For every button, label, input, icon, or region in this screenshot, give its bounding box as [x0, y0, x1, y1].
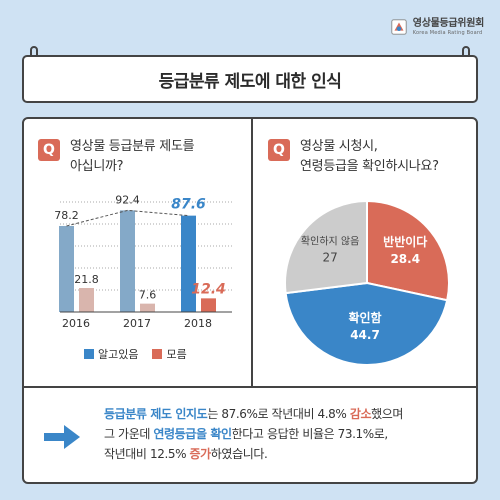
summary-highlight: 증가	[189, 447, 212, 461]
bar-known	[120, 210, 135, 312]
summary-text-part: 그 가운데	[104, 427, 154, 441]
pie-slice	[284, 199, 368, 295]
content-card: Q 영상물 등급분류 제도를 아십니까? Q 영상물 시청시, 연령등급을 확인…	[22, 117, 478, 484]
summary-text: 등급분류 제도 인지도는 87.6%로 작년대비 4.8% 감소했으며 그 가운…	[104, 404, 464, 464]
question-1: 영상물 등급분류 제도를 아십니까?	[70, 137, 195, 177]
pie-slice-value: 44.7	[350, 328, 380, 342]
summary-highlight: 연령등급을 확인	[153, 427, 232, 441]
data-label-unknown: 7.6	[139, 289, 157, 302]
x-tick-label: 2017	[123, 317, 151, 330]
summary-highlight: 등급분류 제도 인지도	[104, 407, 208, 421]
legend-swatch-blue	[84, 349, 94, 359]
logo: 영상물등급위원회 Korea Media Rating Board	[390, 18, 484, 36]
pie-slice-label: 반반이다	[383, 234, 427, 249]
summary-line-1: 등급분류 제도 인지도는 87.6%로 작년대비 4.8% 감소했으며	[104, 404, 464, 424]
summary-line-3: 작년대비 12.5% 증가하였습니다.	[104, 444, 464, 464]
bar-known	[181, 215, 196, 312]
pie-slice	[366, 199, 450, 302]
page-title: 등급분류 제도에 대한 인식	[158, 71, 342, 92]
legend-label-unknown: 모름	[166, 348, 187, 361]
x-tick-label: 2016	[62, 317, 90, 330]
trend-line	[66, 209, 189, 227]
rating-board-logo-icon	[391, 19, 407, 35]
summary-highlight: 감소	[349, 407, 372, 421]
summary-text-part: 하였습니다.	[210, 447, 268, 461]
bar-unknown	[79, 288, 94, 312]
pie-slice	[284, 281, 449, 367]
bar-known	[59, 225, 74, 312]
awareness-bar-chart: 78.2 21.8 2016 92.4 7.6 2017 87.6 12.4 2018	[54, 193, 232, 330]
question-2-line1: 영상물 시청시,	[300, 139, 378, 154]
pie-slice-label: 확인하지 않음	[301, 234, 359, 247]
data-label-known: 92.4	[115, 193, 140, 206]
question-badge: Q	[38, 139, 60, 161]
logo-name-en: Korea Media Rating Board	[412, 29, 483, 36]
legend-item-unknown: 모름	[152, 346, 187, 362]
title-banner: 등급분류 제도에 대한 인식	[22, 55, 478, 103]
summary-text-part: 한다고 응답한 비율은 73.1%로,	[231, 427, 389, 441]
pie-slice-value: 27	[322, 250, 337, 264]
question-badge: Q	[268, 139, 290, 161]
question-2: 영상물 시청시, 연령등급을 확인하시나요?	[300, 137, 439, 177]
legend-swatch-red	[152, 349, 163, 359]
legend-item-known: 알고있음	[84, 346, 138, 362]
summary-line-2: 그 가운데 연령등급을 확인한다고 응답한 비율은 73.1%로,	[104, 424, 464, 444]
data-label-known: 78.2	[54, 209, 79, 222]
logo-name: 영상물등급위원회	[412, 17, 485, 29]
summary-text-part: 작년대비 12.5%	[104, 447, 190, 461]
bar-unknown	[201, 298, 216, 312]
data-label-unknown: 12.4	[191, 281, 226, 297]
x-tick-label: 2018	[184, 317, 212, 330]
summary-text-part: 했으며	[371, 407, 404, 421]
pie-slice-label: 확인함	[348, 310, 381, 325]
horizontal-divider	[24, 386, 476, 388]
bar-unknown	[140, 303, 155, 312]
question-2-line2: 연령등급을 확인하시나요?	[300, 159, 439, 174]
pie-slice-value: 28.4	[390, 252, 420, 266]
question-1-line1: 영상물 등급분류 제도를	[70, 139, 195, 154]
legend-label-known: 알고있음	[98, 348, 139, 361]
data-label-unknown: 21.8	[74, 273, 99, 286]
vertical-divider	[251, 119, 253, 386]
summary-text-part: 는 87.6%로 작년대비 4.8%	[207, 407, 350, 421]
bar-chart-legend: 알고있음 모름	[84, 346, 187, 362]
question-1-line2: 아십니까?	[70, 159, 124, 174]
data-label-known: 87.6	[171, 197, 206, 213]
arrow-right-icon	[44, 425, 80, 449]
